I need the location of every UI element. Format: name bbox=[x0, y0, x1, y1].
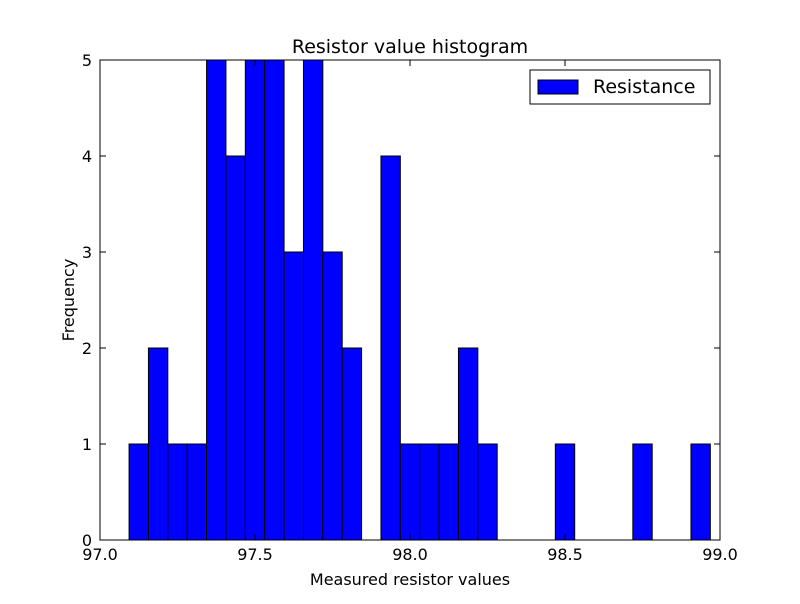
y-tick-label: 3 bbox=[82, 243, 92, 262]
histogram-bar-26 bbox=[632, 443, 653, 541]
histogram-bar-22 bbox=[554, 443, 576, 541]
histogram-bar-8 bbox=[283, 251, 304, 541]
x-tick-label: 98.5 bbox=[547, 545, 583, 564]
histogram-bar-0 bbox=[128, 443, 149, 541]
histogram-bar-7 bbox=[264, 59, 285, 541]
histogram-bar-1 bbox=[147, 347, 169, 541]
histogram-bar-13 bbox=[380, 155, 401, 541]
x-tick-label: 98.0 bbox=[392, 545, 428, 564]
y-axis-label: Frequency bbox=[59, 259, 78, 342]
histogram-bar-10 bbox=[322, 251, 343, 541]
chart-title: Resistor value histogram bbox=[292, 36, 528, 58]
y-tick-label: 2 bbox=[82, 339, 92, 358]
y-tick-label: 5 bbox=[82, 51, 92, 70]
legend: Resistance bbox=[529, 69, 711, 105]
legend-swatch-resistance bbox=[537, 79, 579, 95]
histogram-bar-29 bbox=[690, 443, 711, 541]
histogram-bar-5 bbox=[225, 155, 246, 541]
x-tick-label: 97.0 bbox=[82, 545, 118, 564]
x-tick-label: 99.0 bbox=[702, 545, 738, 564]
x-axis-ticks: 97.0 97.5 98.0 98.5 99.0 bbox=[82, 60, 738, 564]
histogram-bar-14 bbox=[399, 443, 421, 541]
histogram-bar-18 bbox=[477, 443, 498, 541]
bars-group bbox=[128, 59, 711, 541]
histogram-bar-6 bbox=[244, 59, 266, 541]
y-tick-label: 0 bbox=[82, 531, 92, 550]
x-axis-label: Measured resistor values bbox=[310, 570, 510, 589]
y-tick-label: 4 bbox=[82, 147, 92, 166]
histogram-bar-17 bbox=[457, 347, 479, 541]
y-axis-ticks: 0 1 2 3 4 5 bbox=[82, 51, 720, 550]
histogram-bar-15 bbox=[419, 443, 440, 541]
y-tick-label: 1 bbox=[82, 435, 92, 454]
histogram-bar-2 bbox=[167, 443, 188, 541]
legend-label-resistance: Resistance bbox=[593, 76, 695, 98]
x-tick-label: 97.5 bbox=[237, 545, 273, 564]
histogram-bar-4 bbox=[206, 59, 227, 541]
histogram-bar-16 bbox=[438, 443, 459, 541]
histogram-bar-9 bbox=[302, 59, 324, 541]
legend-box bbox=[529, 69, 711, 105]
histogram-bar-11 bbox=[341, 347, 363, 541]
histogram-bar-3 bbox=[186, 443, 208, 541]
